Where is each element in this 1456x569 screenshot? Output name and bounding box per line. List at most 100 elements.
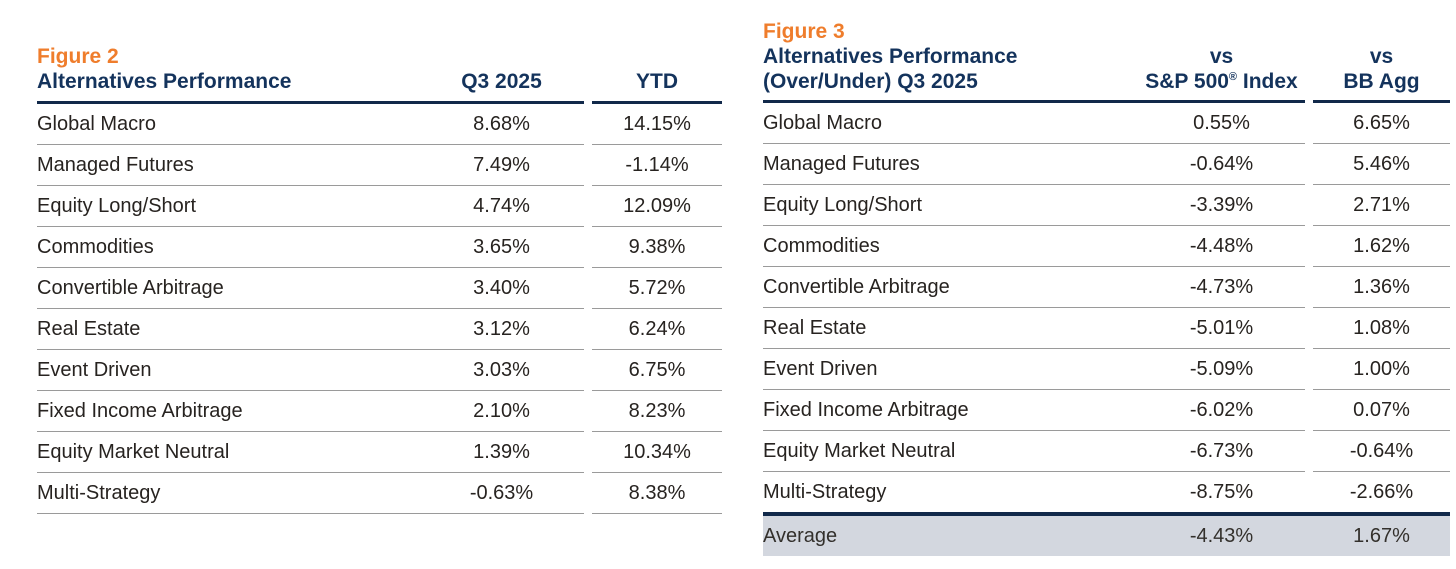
figure2-column-header-ytd: YTD bbox=[592, 45, 722, 104]
column-gap bbox=[1305, 349, 1313, 390]
registered-trademark-symbol: ® bbox=[1228, 70, 1238, 83]
value-cell: 8.38% bbox=[592, 473, 722, 514]
column-gap bbox=[1305, 226, 1313, 267]
row-label: Global Macro bbox=[37, 104, 419, 145]
row-label: Equity Market Neutral bbox=[37, 432, 419, 473]
row-label: Global Macro bbox=[763, 103, 1138, 145]
table-row: Convertible Arbitrage -4.73% 1.36% bbox=[763, 267, 1450, 309]
value-cell: -5.09% bbox=[1138, 349, 1305, 391]
figures-panel: Figure 2 Alternatives Performance Q3 202… bbox=[37, 20, 1450, 557]
figure3-title-line2: (Over/Under) Q3 2025 bbox=[763, 69, 978, 93]
value-cell: 1.39% bbox=[419, 432, 584, 473]
row-label: Commodities bbox=[37, 227, 419, 268]
row-label: Managed Futures bbox=[37, 145, 419, 186]
value-cell: -6.02% bbox=[1138, 390, 1305, 432]
figure3-table: Figure 3 Alternatives Performance (Over/… bbox=[763, 20, 1450, 557]
value-cell: 9.38% bbox=[592, 227, 722, 268]
table-row: Multi-Strategy -0.63% 8.38% bbox=[37, 473, 722, 514]
index-word: Index bbox=[1242, 69, 1298, 93]
figure3-title-line1: Alternatives Performance bbox=[763, 44, 1018, 68]
column-gap bbox=[584, 104, 592, 145]
table-row: Equity Market Neutral -6.73% -0.64% bbox=[763, 431, 1450, 473]
table-row: Multi-Strategy -8.75% -2.66% bbox=[763, 472, 1450, 512]
value-cell: 0.55% bbox=[1138, 103, 1305, 145]
column-gap bbox=[584, 186, 592, 227]
value-cell: -1.14% bbox=[592, 145, 722, 186]
column-header-line-vs: vs bbox=[1209, 44, 1234, 68]
column-header-line-vs: vs bbox=[1369, 44, 1394, 68]
value-cell: 6.24% bbox=[592, 309, 722, 350]
figure2-label: Figure 2 bbox=[37, 45, 119, 68]
row-label: Equity Market Neutral bbox=[763, 431, 1138, 473]
value-cell: 10.34% bbox=[592, 432, 722, 473]
value-cell: 5.46% bbox=[1313, 144, 1450, 186]
column-gap bbox=[584, 350, 592, 391]
column-header-line-bb-agg: BB Agg bbox=[1343, 69, 1420, 93]
value-cell: 3.65% bbox=[419, 227, 584, 268]
row-label: Multi-Strategy bbox=[763, 481, 887, 504]
value-cell: 0.07% bbox=[1313, 390, 1450, 432]
figure2-column-header-q3-2025: Q3 2025 bbox=[419, 45, 584, 104]
value-cell: 8.68% bbox=[419, 104, 584, 145]
table-row: Equity Long/Short -3.39% 2.71% bbox=[763, 185, 1450, 227]
column-gap bbox=[1305, 103, 1313, 144]
value-cell: -2.66% bbox=[1349, 481, 1414, 504]
table-row: Convertible Arbitrage 3.40% 5.72% bbox=[37, 268, 722, 309]
column-gap bbox=[584, 432, 592, 473]
row-label: Multi-Strategy bbox=[37, 473, 419, 514]
table-row: Equity Market Neutral 1.39% 10.34% bbox=[37, 432, 722, 473]
figure2-title: Alternatives Performance bbox=[37, 69, 292, 93]
column-gap bbox=[1305, 185, 1313, 226]
column-gap bbox=[1305, 390, 1313, 431]
value-cell: 1.36% bbox=[1313, 267, 1450, 309]
value-cell: 7.49% bbox=[419, 145, 584, 186]
value-cell: 3.03% bbox=[419, 350, 584, 391]
row-label: Equity Long/Short bbox=[763, 185, 1138, 227]
table-row: Real Estate -5.01% 1.08% bbox=[763, 308, 1450, 350]
value-cell: 6.65% bbox=[1313, 103, 1450, 145]
column-gap bbox=[1305, 267, 1313, 308]
value-cell: -6.73% bbox=[1138, 431, 1305, 473]
row-label: Event Driven bbox=[763, 349, 1138, 391]
figure2-title-cell: Figure 2 Alternatives Performance bbox=[37, 45, 419, 104]
column-header-line-sp500-index: S&P 500® Index bbox=[1138, 70, 1305, 95]
table-row: Equity Long/Short 4.74% 12.09% bbox=[37, 186, 722, 227]
column-gap bbox=[584, 268, 592, 309]
column-gap bbox=[584, 45, 592, 104]
table-row: Fixed Income Arbitrage -6.02% 0.07% bbox=[763, 390, 1450, 432]
table-row: Global Macro 8.68% 14.15% bbox=[37, 104, 722, 145]
value-cell: -3.39% bbox=[1138, 185, 1305, 227]
value-cell: 3.40% bbox=[419, 268, 584, 309]
column-gap bbox=[584, 473, 592, 514]
row-label: Fixed Income Arbitrage bbox=[763, 390, 1138, 432]
value-cell: 14.15% bbox=[592, 104, 722, 145]
value-cell: 1.67% bbox=[1313, 512, 1450, 557]
value-cell: -0.64% bbox=[1138, 144, 1305, 186]
table-row: Fixed Income Arbitrage 2.10% 8.23% bbox=[37, 391, 722, 432]
row-label: Real Estate bbox=[37, 309, 419, 350]
average-summary-row: Average -4.43% 1.67% bbox=[763, 512, 1450, 557]
value-cell: 12.09% bbox=[592, 186, 722, 227]
value-cell: -4.43% bbox=[1138, 512, 1305, 557]
column-gap bbox=[1305, 512, 1313, 557]
row-label: Event Driven bbox=[37, 350, 419, 391]
table-row: Global Macro 0.55% 6.65% bbox=[763, 103, 1450, 145]
value-cell: -0.63% bbox=[419, 473, 584, 514]
figure2-table: Figure 2 Alternatives Performance Q3 202… bbox=[37, 45, 722, 514]
column-gap bbox=[1305, 144, 1313, 185]
row-label: Real Estate bbox=[763, 308, 1138, 350]
value-cell: 2.71% bbox=[1313, 185, 1450, 227]
column-gap bbox=[1305, 308, 1313, 349]
column-gap bbox=[584, 145, 592, 186]
figure3-column-header-sp500: vs S&P 500® Index bbox=[1138, 20, 1305, 104]
row-label: Average bbox=[763, 512, 1138, 557]
value-cell: -4.48% bbox=[1138, 226, 1305, 268]
table-row: Managed Futures 7.49% -1.14% bbox=[37, 145, 722, 186]
value-cell: 1.62% bbox=[1313, 226, 1450, 268]
value-cell: -5.01% bbox=[1138, 308, 1305, 350]
value-cell: -0.64% bbox=[1313, 431, 1450, 473]
column-gap bbox=[1305, 431, 1313, 472]
row-label: Convertible Arbitrage bbox=[763, 267, 1138, 309]
table-row: Commodities 3.65% 9.38% bbox=[37, 227, 722, 268]
figure3-column-header-bb-agg: vs BB Agg bbox=[1313, 20, 1450, 104]
